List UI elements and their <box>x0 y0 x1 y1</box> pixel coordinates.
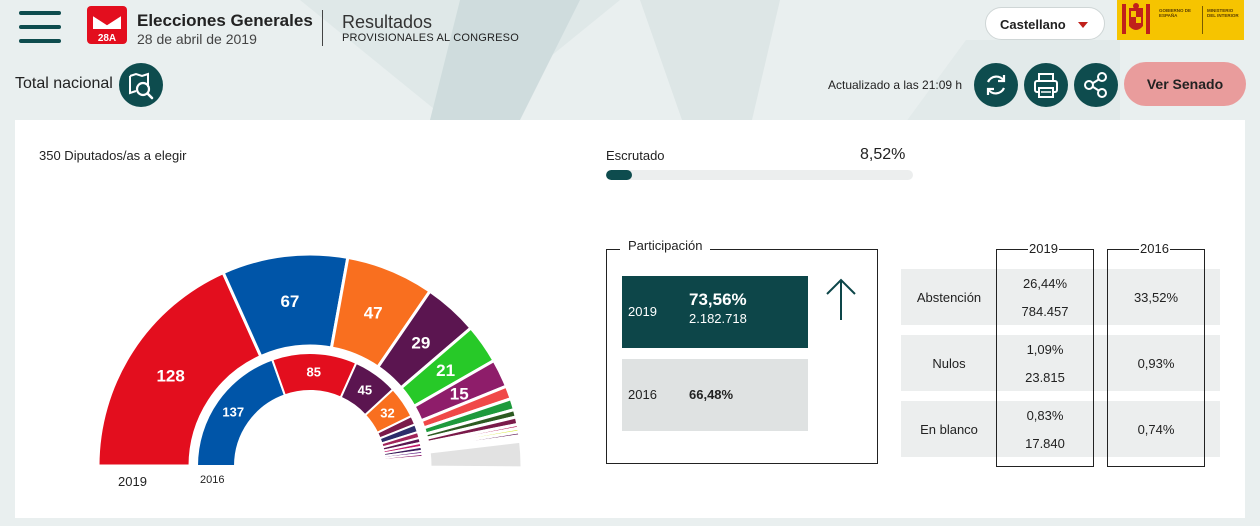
background-shape <box>640 0 780 120</box>
null-2016-pct: 0,93% <box>1137 356 1175 371</box>
gov-text-1: GOBIERNO DE ESPAÑA <box>1159 8 1192 18</box>
refresh-icon <box>986 75 1006 95</box>
logo-badge-text: 28A <box>98 33 116 44</box>
background-shape <box>430 0 580 120</box>
gov-text-2: MINISTERIO DEL INTERIOR <box>1207 8 1239 18</box>
abstention-2016-pct: 33,52% <box>1133 290 1179 305</box>
column-2019-header: 2019 <box>1028 241 1059 256</box>
elections-logo[interactable]: 28A <box>84 3 130 47</box>
stats-row: Abstención <box>901 269 1220 325</box>
print-icon <box>1034 73 1058 98</box>
participation-2019-year: 2019 <box>628 304 657 319</box>
column-2016-header: 2016 <box>1139 241 1170 256</box>
null-2019-pct: 1,09% <box>1026 342 1064 357</box>
hemicycle-seat-segment[interactable] <box>383 463 425 467</box>
null-2019-count: 23.815 <box>1025 370 1065 385</box>
hemicycle-seat-label: 85 <box>307 365 321 380</box>
coat-of-arms-icon <box>1122 3 1150 34</box>
hemicycle-seat-label: 47 <box>364 303 383 322</box>
participation-2016-year: 2016 <box>628 387 657 402</box>
seats-label: 350 Diputados/as a elegir <box>39 148 187 163</box>
language-label: Castellano <box>1000 17 1066 32</box>
stats-row-label: Nulos <box>932 356 966 371</box>
refresh-button[interactable] <box>974 63 1018 107</box>
hemicycle-seat-label: 128 <box>156 367 184 386</box>
hemicycle-seat-label: 21 <box>436 361 455 380</box>
language-select[interactable]: Castellano <box>985 7 1105 40</box>
stats-row-label: En blanco <box>920 422 978 437</box>
search-map-icon <box>129 72 154 100</box>
scope-label: Total nacional <box>15 75 113 92</box>
hemicycle-seat-segment[interactable] <box>96 270 263 468</box>
participation-box <box>606 249 878 464</box>
hemicycle-chart: 128 67 47 29 21 15 137 85 45 32 <box>96 252 524 470</box>
scrutinized-value: 8,52% <box>860 146 906 163</box>
stats-row: En blanco <box>901 401 1220 457</box>
participation-2016-pct: 66,48% <box>689 387 734 402</box>
participation-title: Participación <box>620 238 711 253</box>
participation-2016: 2016 66,48% <box>622 359 808 431</box>
blank-2019-pct: 0,83% <box>1026 408 1064 423</box>
stats-row-label: Abstención <box>916 290 982 305</box>
hemicycle-seat-label: 137 <box>222 404 244 419</box>
caret-down-icon <box>1078 22 1088 28</box>
hemicycle-seat-label: 32 <box>380 405 394 420</box>
scrutinized-progress <box>606 170 913 180</box>
scrutinized-progress-fill <box>606 170 633 180</box>
hemicycle-seat-label: 29 <box>411 333 430 352</box>
update-time: Actualizado a las 21:09 h <box>828 78 963 92</box>
abstention-2019-count: 784.457 <box>1021 304 1069 319</box>
scrutinized-label: Escrutado <box>606 148 665 163</box>
hemicycle-seat-label: 15 <box>450 384 469 403</box>
results-title: Resultados <box>342 12 433 32</box>
participation-2019-votes: 2.182.718 <box>689 311 747 326</box>
blank-2016-pct: 0,74% <box>1137 422 1175 437</box>
share-button[interactable] <box>1074 63 1118 107</box>
brand-title: Elecciones Generales <box>137 11 313 30</box>
hemicycle-seat-label: 67 <box>280 292 299 311</box>
participation-2019: 2019 73,56% 2.182.718 <box>622 276 808 348</box>
hemicycle-seat-segment[interactable] <box>427 439 524 470</box>
search-map-button[interactable] <box>119 63 163 107</box>
share-icon <box>1084 72 1107 98</box>
hemicycle-inner-year: 2016 <box>200 474 225 486</box>
blank-2019-count: 17.840 <box>1025 436 1065 451</box>
participation-2019-pct: 73,56% <box>689 290 747 309</box>
header-divider <box>322 10 323 46</box>
print-button[interactable] <box>1024 63 1068 107</box>
hemicycle-outer-year: 2019 <box>118 474 147 489</box>
brand-date: 28 de abril de 2019 <box>137 31 257 47</box>
menu-hamburger-icon[interactable] <box>19 8 61 46</box>
arrow-up-icon <box>826 278 856 320</box>
view-senate-button[interactable]: Ver Senado <box>1124 62 1246 106</box>
abstention-2019-pct: 26,44% <box>1022 276 1068 291</box>
stats-row: Nulos <box>901 335 1220 391</box>
government-logo: GOBIERNO DE ESPAÑA MINISTERIO DEL INTERI… <box>1117 0 1244 40</box>
hemicycle-seat-label: 45 <box>358 382 372 397</box>
results-subtitle: PROVISIONALES AL CONGRESO <box>342 32 519 44</box>
